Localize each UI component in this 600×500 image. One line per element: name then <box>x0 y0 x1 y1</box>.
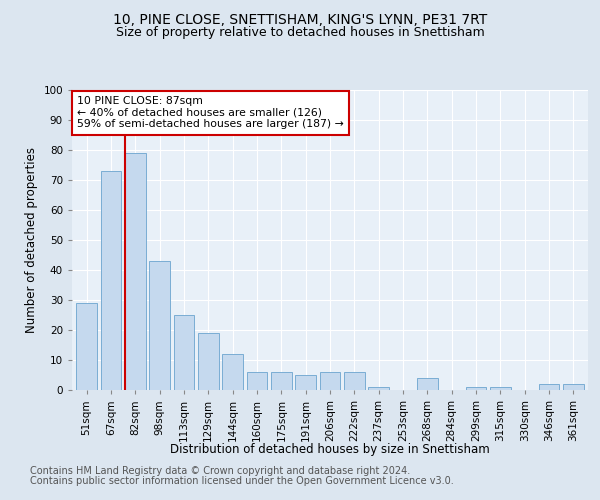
Y-axis label: Number of detached properties: Number of detached properties <box>25 147 38 333</box>
Text: 10 PINE CLOSE: 87sqm
← 40% of detached houses are smaller (126)
59% of semi-deta: 10 PINE CLOSE: 87sqm ← 40% of detached h… <box>77 96 344 129</box>
Bar <box>101 171 121 390</box>
Bar <box>344 372 365 390</box>
Text: Distribution of detached houses by size in Snettisham: Distribution of detached houses by size … <box>170 442 490 456</box>
Text: Size of property relative to detached houses in Snettisham: Size of property relative to detached ho… <box>116 26 484 39</box>
Bar <box>149 261 170 390</box>
Bar <box>320 372 340 390</box>
Bar <box>125 153 146 390</box>
Text: Contains public sector information licensed under the Open Government Licence v3: Contains public sector information licen… <box>30 476 454 486</box>
Bar <box>76 303 97 390</box>
Text: Contains HM Land Registry data © Crown copyright and database right 2024.: Contains HM Land Registry data © Crown c… <box>30 466 410 476</box>
Bar <box>198 333 218 390</box>
Bar <box>466 387 487 390</box>
Bar <box>490 387 511 390</box>
Bar <box>368 387 389 390</box>
Bar <box>563 384 584 390</box>
Bar <box>417 378 438 390</box>
Bar <box>173 315 194 390</box>
Bar <box>295 375 316 390</box>
Bar <box>222 354 243 390</box>
Bar <box>271 372 292 390</box>
Bar <box>247 372 268 390</box>
Bar <box>539 384 559 390</box>
Text: 10, PINE CLOSE, SNETTISHAM, KING'S LYNN, PE31 7RT: 10, PINE CLOSE, SNETTISHAM, KING'S LYNN,… <box>113 12 487 26</box>
